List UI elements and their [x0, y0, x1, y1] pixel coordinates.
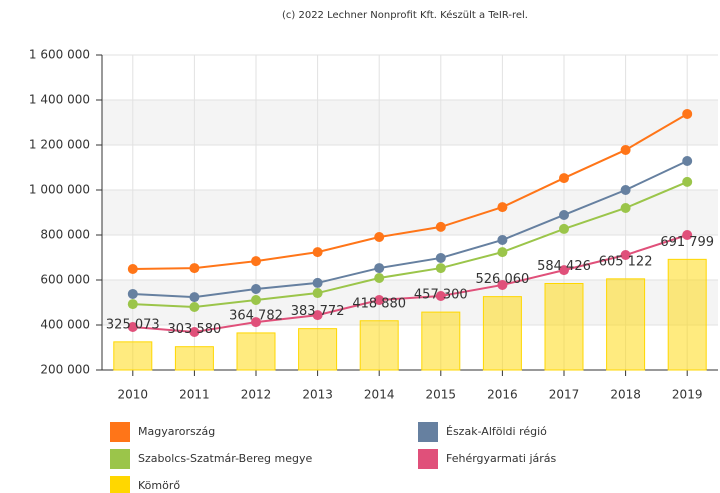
x-tick-label: 2013 [302, 388, 333, 402]
line [132, 180, 688, 309]
point [559, 223, 569, 234]
value-label: 605 122 [599, 254, 653, 269]
point [682, 230, 693, 240]
legend-label: Észak-Alföldi régió [446, 425, 547, 438]
point [312, 310, 323, 321]
bar [113, 341, 153, 371]
bar [298, 328, 338, 371]
legend-label: Magyarország [138, 425, 215, 438]
value-label: 584 426 [537, 259, 591, 274]
y-tick-label: 400 000 [40, 318, 90, 332]
y-tick-label: 200 000 [40, 363, 90, 377]
x-tick-label: 2017 [549, 388, 580, 402]
x-tick-label: 2011 [179, 388, 210, 402]
legend-label: Szabolcs-Szatmár-Bereg megye [138, 452, 312, 465]
bar [667, 258, 707, 371]
bar [359, 320, 399, 371]
value-label: 691 799 [660, 235, 714, 250]
point [127, 288, 138, 299]
bar [174, 346, 214, 371]
point [435, 263, 446, 274]
point [620, 185, 631, 195]
point [374, 295, 385, 306]
note: (c) 2022 Lechner Nonprofit Kft. Készült … [282, 9, 528, 21]
line [132, 160, 688, 299]
line [132, 234, 688, 333]
point [620, 250, 631, 261]
value-label: 325 073 [106, 317, 160, 332]
value-label: 303 580 [168, 322, 222, 337]
x-tick-label: 2016 [487, 388, 518, 402]
x-tick-label: 2019 [672, 388, 703, 402]
y-tick-label: 1 400 000 [29, 93, 90, 107]
point [374, 263, 385, 274]
point [189, 326, 200, 337]
point [312, 247, 323, 258]
point [682, 176, 693, 187]
point [559, 173, 569, 184]
bar [544, 283, 584, 371]
point [682, 155, 693, 166]
point [251, 284, 261, 294]
x-tick-label: 2015 [426, 388, 457, 402]
x-tick-label: 2018 [610, 388, 641, 402]
legend-swatch [110, 449, 130, 469]
point [497, 202, 508, 213]
point [497, 279, 508, 290]
bar [421, 311, 461, 371]
point [312, 277, 323, 288]
y-tick-label: 1 000 000 [29, 183, 90, 197]
bar [606, 278, 646, 371]
point [497, 234, 508, 245]
point [435, 252, 446, 263]
value-label: 383 772 [291, 304, 345, 319]
bar [482, 296, 522, 371]
point [497, 247, 508, 258]
point [127, 263, 138, 274]
bar [236, 332, 276, 371]
point [127, 322, 138, 333]
value-label: 526 060 [476, 272, 530, 287]
x-tick-label: 2012 [241, 388, 272, 402]
point [374, 232, 385, 243]
point [374, 272, 385, 283]
legend-label: Fehérgyarmati járás [446, 452, 557, 465]
point [435, 221, 446, 232]
legend-label: Kömörő [138, 479, 180, 492]
point [189, 292, 200, 303]
value-label: 418 880 [352, 296, 406, 311]
legend-swatch [418, 449, 438, 469]
x-tick-label: 2014 [364, 388, 395, 402]
point [251, 256, 261, 267]
legend-swatch [418, 422, 438, 442]
y-tick-label: 600 000 [40, 273, 90, 287]
point [189, 263, 200, 274]
legend-swatch [110, 422, 130, 442]
y-tick-label: 1 600 000 [29, 48, 90, 62]
point [620, 203, 631, 213]
y-tick-label: 800 000 [40, 228, 90, 242]
point [559, 265, 569, 276]
legend-swatch [110, 476, 130, 493]
value-label: 457 300 [414, 288, 468, 303]
point [251, 317, 261, 328]
point [312, 288, 323, 299]
point [189, 302, 200, 312]
point [559, 209, 569, 220]
x-tick-label: 2010 [118, 388, 149, 402]
y-tick-label: 1 200 000 [29, 138, 90, 152]
point [127, 299, 138, 310]
point [682, 108, 693, 119]
point [251, 295, 261, 306]
point [620, 144, 631, 155]
point [435, 290, 446, 301]
grid-band [102, 100, 718, 145]
line [132, 113, 688, 270]
value-label: 364 782 [229, 308, 283, 323]
